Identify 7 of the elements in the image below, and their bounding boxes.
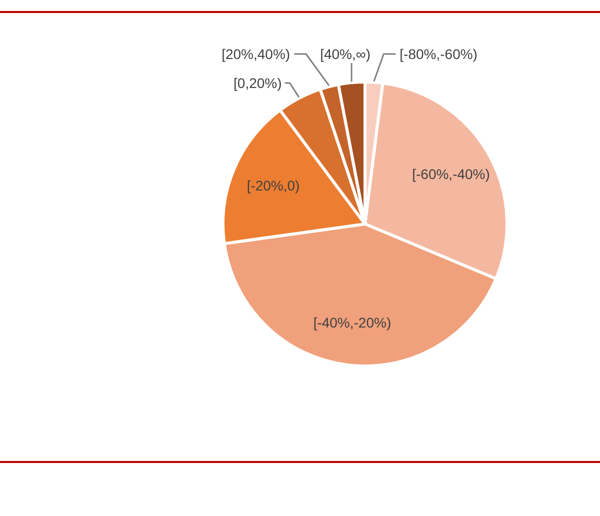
slice-label: [0,20%) (234, 75, 282, 91)
slice-label: [-20%,0) (246, 178, 300, 194)
slice-label: [-60%,-40%) (412, 166, 490, 182)
slice-label: [40%,∞) (320, 46, 371, 62)
slice-label: [20%,40%) (222, 46, 290, 62)
slice-label: [-40%,-20%) (313, 314, 392, 331)
slice-label: [-80%,-60%) (400, 46, 478, 62)
